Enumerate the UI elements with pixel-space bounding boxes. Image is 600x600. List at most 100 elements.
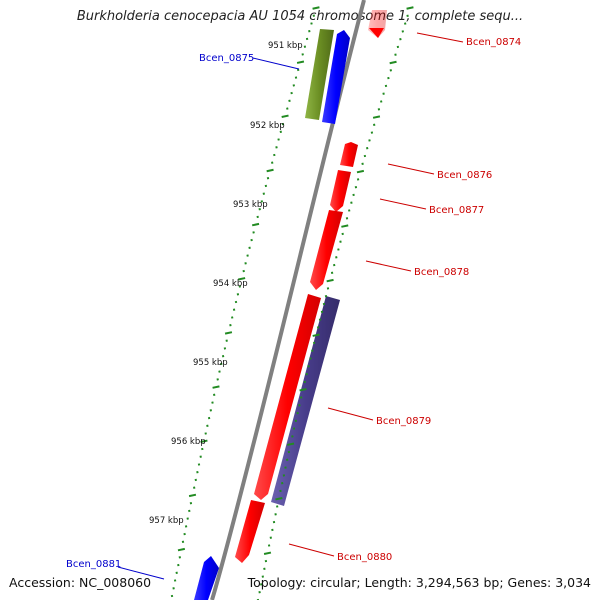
accession-text: Accession: NC_008060 (9, 575, 152, 590)
major-tick (263, 551, 272, 556)
minor-tick (339, 240, 342, 243)
minor-tick (320, 310, 324, 313)
minor-tick (291, 435, 294, 438)
minor-tick (368, 139, 371, 142)
minor-tick (286, 107, 289, 110)
minor-tick (173, 579, 177, 582)
kbp-label: 953 kbp (233, 200, 268, 210)
minor-tick (234, 300, 238, 304)
minor-tick (303, 45, 307, 48)
minor-tick (271, 161, 274, 164)
major-tick (286, 442, 295, 446)
minor-tick (223, 347, 227, 350)
minor-tick (294, 76, 298, 79)
minor-tick (387, 76, 390, 80)
minor-tick (396, 45, 400, 49)
minor-tick (290, 91, 293, 95)
minor-tick (363, 154, 367, 158)
minor-tick (258, 591, 261, 594)
minor-tick (370, 131, 374, 134)
minor-tick (282, 474, 286, 477)
major-tick (188, 493, 197, 498)
major-tick (177, 547, 186, 552)
chromosome-backbone (210, 0, 366, 600)
minor-tick (404, 22, 407, 25)
major-tick (224, 331, 233, 335)
minor-tick (316, 326, 320, 329)
major-tick (326, 278, 334, 283)
minor-tick (220, 362, 223, 366)
gene-bcen-0876[interactable] (340, 142, 358, 167)
gene-bcen-0875[interactable] (322, 30, 350, 124)
major-tick (212, 385, 220, 389)
major-tick (341, 224, 349, 228)
gene-label[interactable]: Bcen_0880 (337, 552, 392, 563)
minor-tick (399, 38, 402, 41)
minor-tick (188, 509, 191, 513)
gene-label[interactable]: Bcen_0881 (66, 559, 121, 570)
minor-tick (287, 450, 291, 454)
minor-tick (183, 532, 186, 536)
minor-tick (177, 563, 180, 567)
minor-tick (238, 285, 241, 288)
minor-tick (350, 201, 353, 204)
minor-tick (380, 100, 383, 103)
gene-bcen-0879[interactable] (254, 294, 321, 500)
minor-tick (242, 269, 245, 273)
minor-tick (322, 302, 326, 306)
minor-tick (382, 92, 385, 95)
major-tick (312, 6, 320, 10)
scale-ticks-right (256, 6, 414, 600)
gene-label[interactable]: Bcen_0879 (376, 416, 431, 427)
kbp-scale: 951 kbp 952 kbp 953 kbp 954 kbp 955 kbp … (149, 41, 303, 526)
minor-tick (333, 263, 336, 267)
gene-purple (271, 296, 340, 506)
gene-bcen-0877[interactable] (330, 170, 351, 212)
scale-ticks-left (170, 6, 320, 598)
map-title: Burkholderia cenocepacia AU 1054 chromos… (76, 9, 524, 24)
minor-tick (229, 324, 232, 327)
minor-tick (276, 505, 279, 508)
gene-label[interactable]: Bcen_0875 (199, 53, 254, 64)
minor-tick (236, 293, 240, 296)
minor-tick (300, 396, 303, 399)
minor-tick (303, 380, 306, 384)
gene-bcen-0880[interactable] (235, 500, 265, 563)
minor-tick (292, 84, 295, 87)
minor-tick (209, 409, 212, 412)
minor-tick (279, 489, 282, 493)
gene-labels: Bcen_0874 Bcen_0875 Bcen_0876 Bcen_0877 … (66, 37, 521, 570)
gene-bcen-0878[interactable] (310, 210, 343, 290)
minor-tick (401, 30, 404, 33)
minor-tick (216, 378, 219, 381)
minor-tick (318, 318, 322, 321)
minor-tick (197, 463, 201, 466)
major-tick (251, 222, 260, 227)
minor-tick (269, 536, 272, 539)
minor-tick (271, 528, 274, 532)
gene-olive (305, 29, 334, 120)
minor-tick (279, 130, 282, 133)
gene-bcen-0874[interactable] (368, 10, 387, 38)
minor-tick (204, 432, 207, 435)
minor-tick (207, 416, 211, 420)
minor-tick (301, 53, 304, 56)
minor-tick (258, 208, 261, 211)
major-tick (389, 60, 397, 65)
minor-tick (170, 594, 174, 598)
minor-tick (248, 246, 251, 249)
minor-tick (284, 466, 287, 469)
gene-label[interactable]: Bcen_0878 (414, 267, 469, 278)
minor-tick (193, 486, 196, 489)
minor-tick (356, 178, 360, 181)
minor-tick (286, 458, 289, 461)
minor-tick (272, 520, 276, 524)
minor-tick (232, 308, 236, 311)
minor-tick (201, 447, 204, 451)
gene-label[interactable]: Bcen_0877 (429, 205, 484, 216)
gene-label[interactable]: Bcen_0876 (437, 170, 492, 181)
gene-label[interactable]: Bcen_0874 (466, 37, 521, 48)
major-tick (266, 168, 274, 173)
minor-tick (309, 357, 312, 360)
gene-bcen-0881[interactable] (194, 556, 219, 600)
